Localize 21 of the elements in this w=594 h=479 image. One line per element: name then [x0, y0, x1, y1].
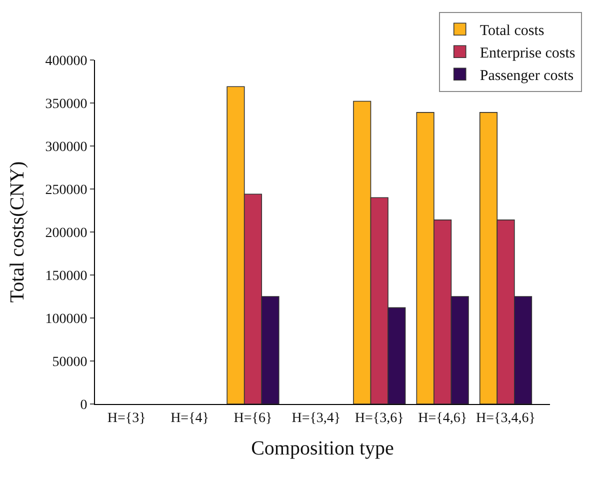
x-tick-label: H={3}: [107, 410, 146, 426]
y-tick-label: 150000: [45, 268, 88, 284]
y-tick-label: 0: [80, 398, 88, 413]
x-tick-label: H={4}: [170, 410, 210, 426]
y-tick-label: 250000: [45, 182, 88, 198]
y-tick-label: 300000: [45, 140, 88, 155]
y-tick-label: 400000: [45, 54, 88, 69]
x-tick-label: H={6}: [234, 410, 272, 426]
y-axis-title: Total costs(CNY): [6, 161, 29, 303]
x-tick-label: H={3,4}: [292, 410, 341, 426]
x-tick-label: H={4,6}: [418, 410, 468, 426]
x-tick-label: H={3,6}: [354, 410, 404, 426]
x-axis-title: Composition type: [251, 437, 394, 460]
y-tick-label: 200000: [45, 226, 88, 241]
y-tick-label: 350000: [45, 96, 88, 112]
legend-label: Passenger costs: [480, 68, 574, 84]
legend-label: Enterprise costs: [480, 45, 576, 62]
y-tick-label: 50000: [52, 354, 88, 370]
legend-label: Total costs: [480, 22, 544, 39]
x-tick-label: H={3,4,6}: [476, 410, 536, 426]
y-tick-label: 100000: [45, 312, 88, 327]
